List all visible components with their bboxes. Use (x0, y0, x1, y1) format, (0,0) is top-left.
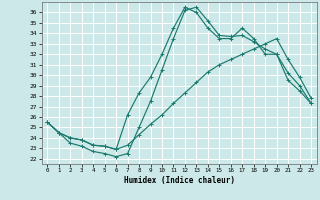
X-axis label: Humidex (Indice chaleur): Humidex (Indice chaleur) (124, 176, 235, 185)
